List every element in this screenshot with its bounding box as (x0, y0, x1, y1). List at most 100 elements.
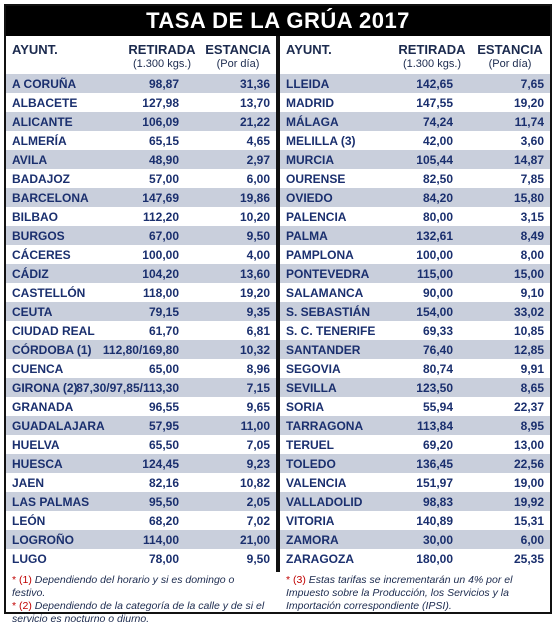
cell-name: MELILLA (3) (286, 134, 356, 148)
cell-name: MURCIA (286, 153, 334, 167)
table-row: SALAMANCA 90,00 9,10 (280, 283, 550, 302)
table-row: BURGOS 67,00 9,50 (6, 226, 276, 245)
right-header: AYUNT. RETIRADA (1.300 kgs.) ESTANCIA (P… (280, 36, 550, 74)
table-row: GUADALAJARA 57,95 11,00 (6, 416, 276, 435)
cell-retirada: 104,20 (142, 267, 179, 281)
cell-retirada: 57,00 (148, 172, 179, 186)
cell-estancia: 2,97 (246, 153, 270, 167)
header-retirada: RETIRADA (398, 42, 466, 57)
table-row: ALICANTE 106,09 21,22 (6, 112, 276, 131)
table-row: VITORIA 140,89 15,31 (280, 511, 550, 530)
cell-estancia: 11,00 (240, 419, 270, 433)
cell-estancia: 8,96 (246, 362, 270, 376)
table-row: CUENCA 65,00 8,96 (6, 359, 276, 378)
cell-retirada: 80,00 (422, 210, 453, 224)
cell-retirada: 180,00 (416, 552, 453, 566)
cell-name: ZARAGOZA (286, 552, 354, 566)
cell-estancia: 15,31 (513, 514, 544, 528)
cell-name: GIRONA (2) (12, 381, 78, 395)
cell-estancia: 10,20 (239, 210, 270, 224)
cell-retirada: 100,00 (142, 248, 179, 262)
table-row: AVILA 48,90 2,97 (6, 150, 276, 169)
cell-name: GRANADA (12, 400, 74, 414)
cell-estancia: 7,65 (520, 77, 544, 91)
cell-retirada: 68,20 (148, 514, 179, 528)
table-row: A CORUÑA 98,87 31,36 (6, 74, 276, 93)
cell-retirada: 98,87 (148, 77, 179, 91)
cell-estancia: 19,20 (239, 286, 270, 300)
cell-estancia: 8,95 (520, 419, 544, 433)
table-row: PONTEVEDRA 115,00 15,00 (280, 264, 550, 283)
cell-name: SANTANDER (286, 343, 361, 357)
cell-name: PONTEVEDRA (286, 267, 370, 281)
cell-retirada: 95,50 (148, 495, 179, 509)
footnote-mark: * (1) (12, 574, 32, 586)
table-row: TERUEL 69,20 13,00 (280, 435, 550, 454)
cell-retirada: 115,00 (416, 267, 453, 281)
table-row: TOLEDO 136,45 22,56 (280, 454, 550, 473)
cell-estancia: 19,00 (513, 476, 544, 490)
table-row: PALENCIA 80,00 3,15 (280, 207, 550, 226)
cell-retirada: 147,69 (142, 191, 179, 205)
right-rows: LLEIDA 142,65 7,65 MADRID 147,55 19,20 MÁLAGA 7… (280, 74, 550, 568)
table-row: MELILLA (3) 42,00 3,60 (280, 131, 550, 150)
table-row: LLEIDA 142,65 7,65 (280, 74, 550, 93)
cell-estancia: 6,00 (246, 172, 270, 186)
table-row: ALBACETE 127,98 13,70 (6, 93, 276, 112)
cell-estancia: 9,65 (246, 400, 270, 414)
cell-retirada: 142,65 (416, 77, 453, 91)
cell-estancia: 33,02 (513, 305, 544, 319)
cell-name: AVILA (12, 153, 48, 167)
cell-estancia: 19,86 (239, 191, 270, 205)
cell-retirada: 76,40 (422, 343, 453, 357)
cell-estancia: 13,70 (239, 96, 270, 110)
cell-estancia: 15,00 (513, 267, 544, 281)
cell-name: SALAMANCA (286, 286, 364, 300)
cell-estancia: 22,37 (513, 400, 544, 414)
cell-name: LEÓN (12, 514, 46, 528)
cell-retirada: 65,15 (148, 134, 179, 148)
cell-estancia: 25,35 (513, 552, 544, 566)
cell-retirada: 123,50 (416, 381, 453, 395)
cell-name: CÁDIZ (12, 267, 49, 281)
cell-estancia: 3,60 (520, 134, 544, 148)
cell-name: CEUTA (12, 305, 53, 319)
cell-estancia: 7,02 (246, 514, 270, 528)
cell-retirada: 84,20 (422, 191, 453, 205)
table-row: ALMERÍA 65,15 4,65 (6, 131, 276, 150)
cell-retirada: 78,00 (148, 552, 179, 566)
cell-retirada: 30,00 (422, 533, 453, 547)
cell-name: SEVILLA (286, 381, 337, 395)
table-row: SANTANDER 76,40 12,85 (280, 340, 550, 359)
cell-name: LLEIDA (286, 77, 330, 91)
footnotes-left: * (1) Dependiendo del horario y si es do… (6, 572, 276, 625)
cell-name: TARRAGONA (286, 419, 364, 433)
cell-retirada: 55,94 (422, 400, 453, 414)
cell-name: BILBAO (12, 210, 58, 224)
cell-estancia: 10,32 (239, 343, 270, 357)
header-retirada-sub: (1.300 kgs.) (132, 58, 192, 70)
footnotes-right: * (3) Estas tarifas se incrementarán un … (280, 572, 550, 612)
cell-name: VALLADOLID (286, 495, 363, 509)
cell-estancia: 9,35 (246, 305, 270, 319)
cell-retirada: 136,45 (416, 457, 453, 471)
header-estancia-sub: (Por día) (488, 58, 532, 70)
cell-estancia: 7,15 (246, 381, 270, 395)
cell-retirada: 112,20 (142, 210, 179, 224)
cell-name: CÓRDOBA (1) (12, 343, 92, 357)
table-row: ZARAGOZA 180,00 25,35 (280, 549, 550, 568)
footnote-text: Dependiendo del horario y si es domingo … (12, 574, 235, 599)
cell-estancia: 21,00 (239, 533, 270, 547)
footnote-mark: * (3) (286, 574, 306, 586)
cell-retirada: 106,09 (142, 115, 179, 129)
cell-retirada: 118,00 (142, 286, 179, 300)
header-ayunt: AYUNT. (12, 42, 58, 57)
cell-name: S. C. TENERIFE (286, 324, 376, 338)
table-row: MÁLAGA 74,24 11,74 (280, 112, 550, 131)
cell-name: OVIEDO (286, 191, 333, 205)
cell-retirada: 147,55 (416, 96, 453, 110)
cell-estancia: 3,15 (520, 210, 544, 224)
left-panel: AYUNT. RETIRADA (1.300 kgs.) ESTANCIA (P… (6, 36, 276, 568)
right-panel: AYUNT. RETIRADA (1.300 kgs.) ESTANCIA (P… (280, 36, 550, 568)
table-row: LOGROÑO 114,00 21,00 (6, 530, 276, 549)
